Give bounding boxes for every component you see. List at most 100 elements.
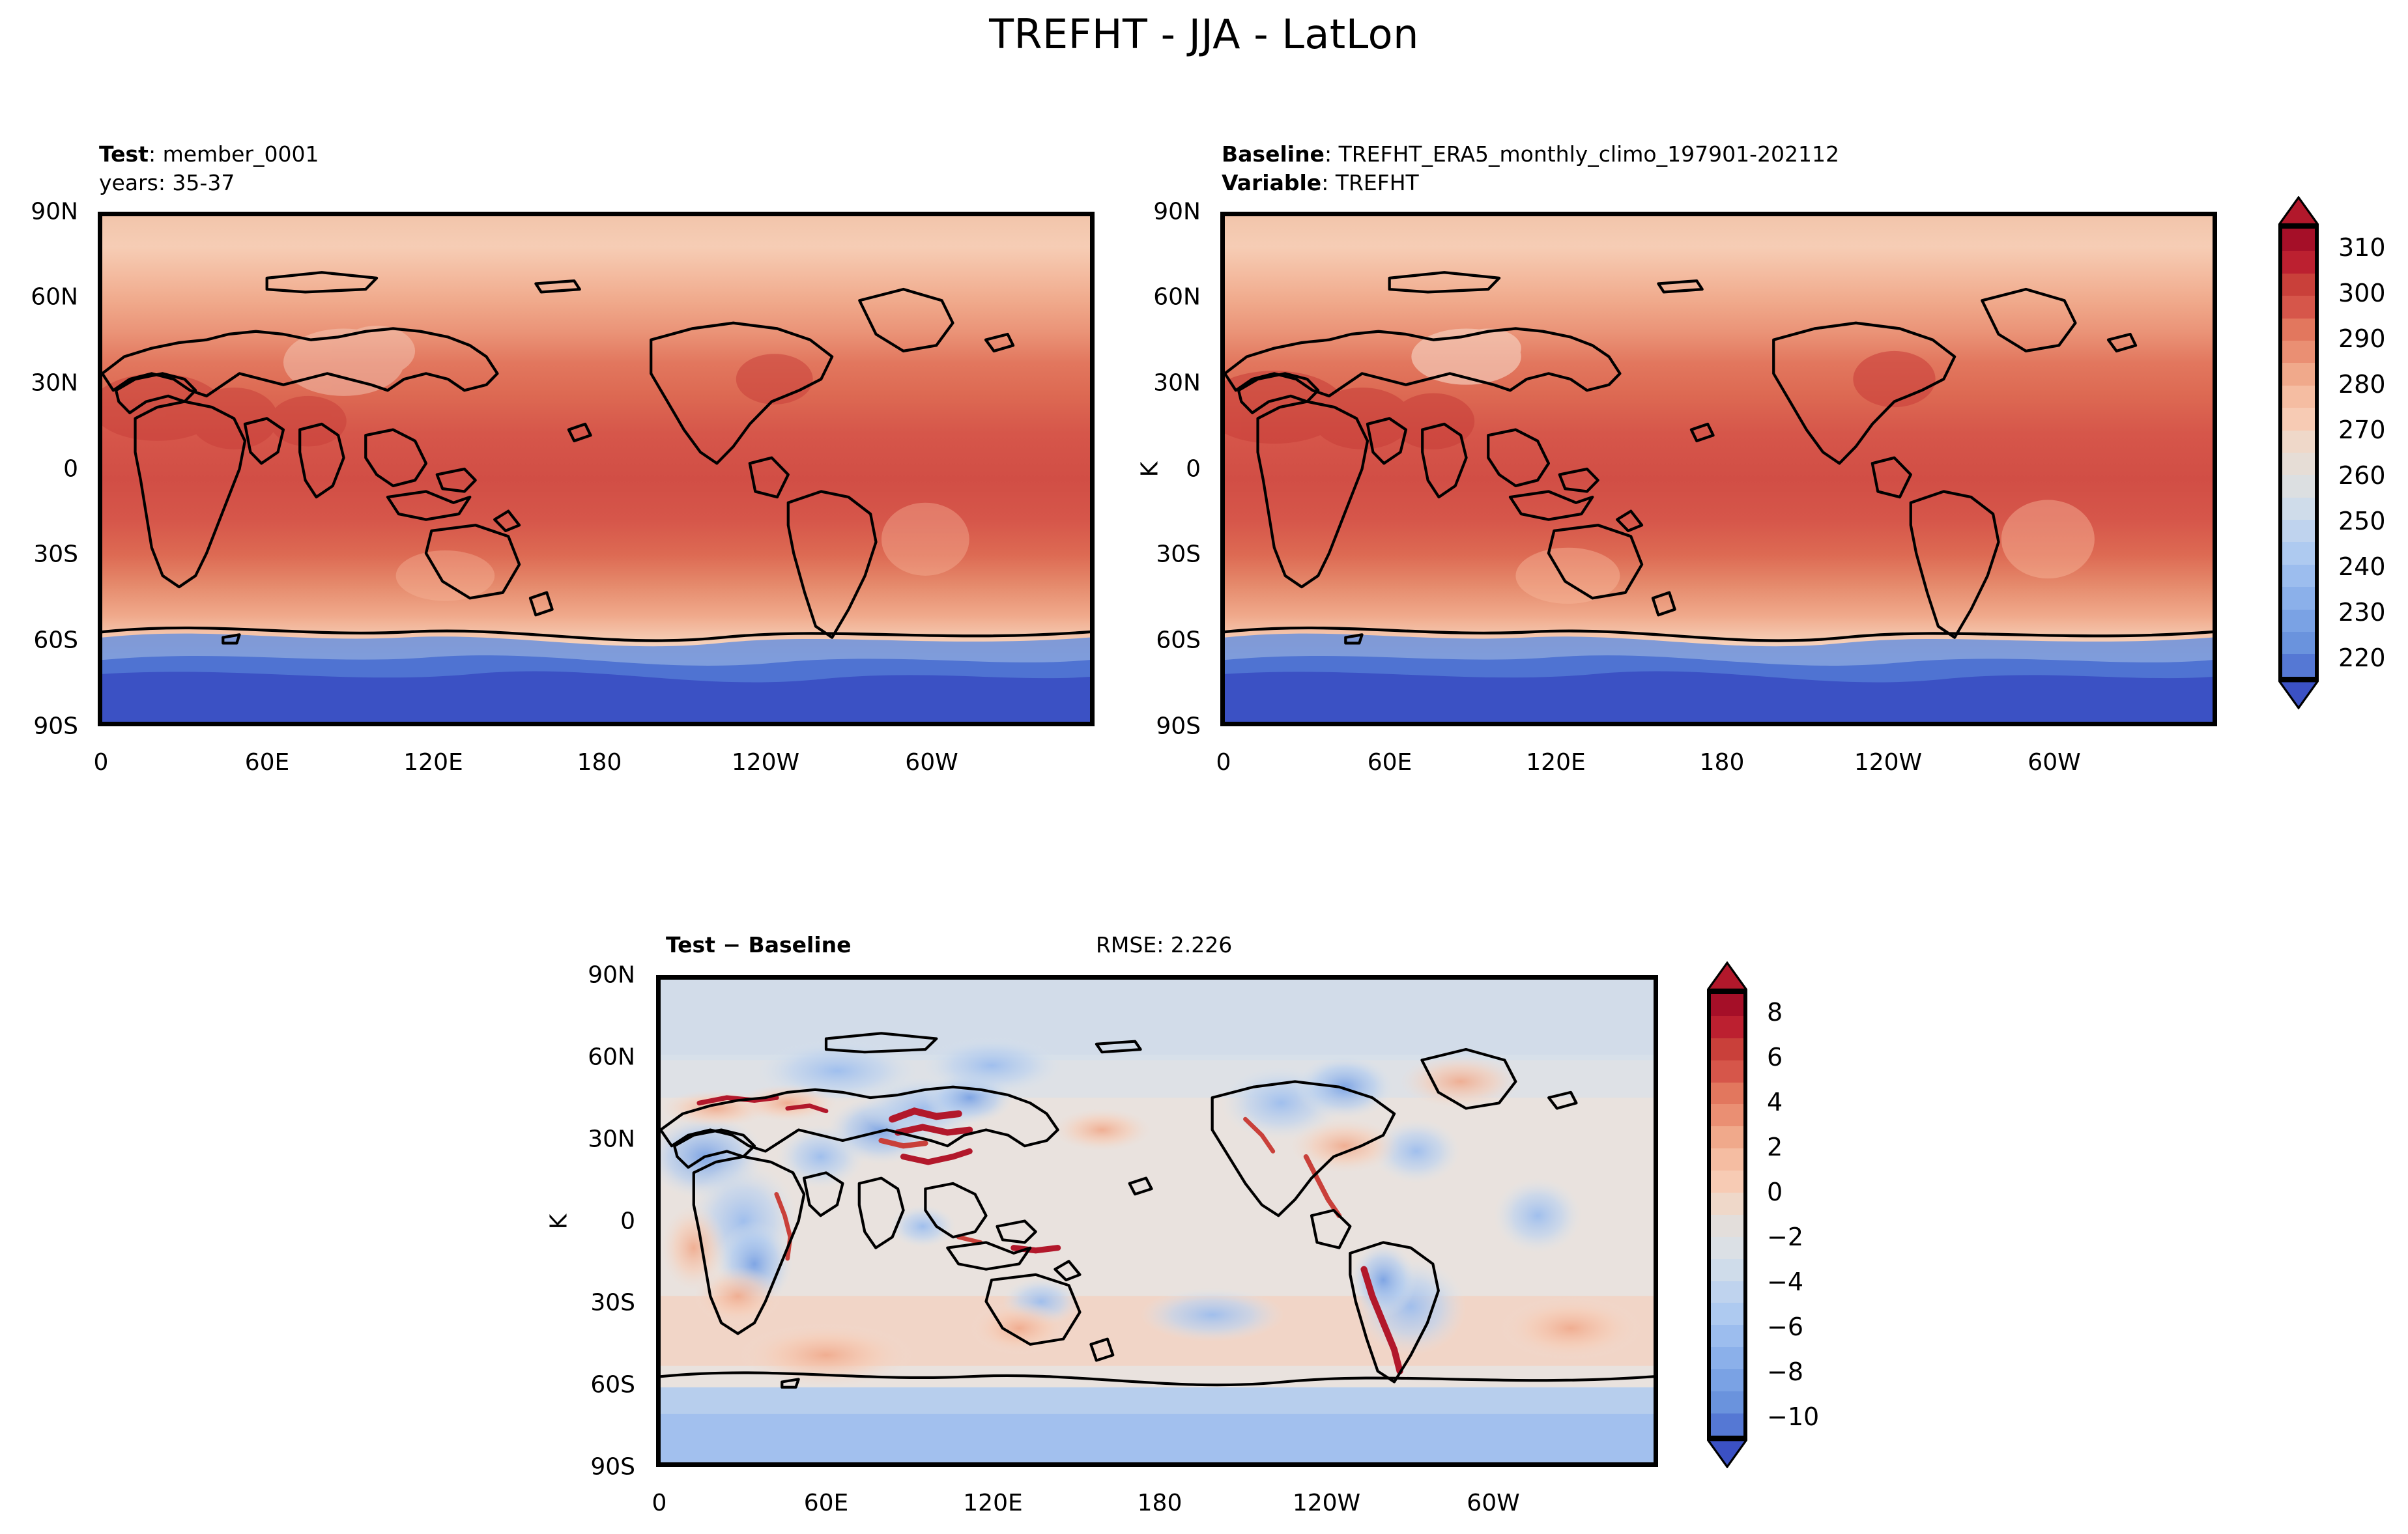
test-ytick-0: 90N bbox=[31, 198, 78, 225]
cbar-band bbox=[1711, 1391, 1743, 1413]
test-map-frame[interactable] bbox=[98, 212, 1095, 726]
test-xtick-4: 120W bbox=[731, 749, 800, 776]
cbar-band bbox=[1711, 1347, 1743, 1370]
cbar-abs-tick-0: 310 bbox=[2338, 233, 2386, 262]
difference-map-frame[interactable] bbox=[656, 975, 1658, 1467]
cbar-band bbox=[1711, 994, 1743, 1016]
test-xtick-3: 180 bbox=[577, 749, 622, 776]
cbar-diff-tick-4: 0 bbox=[1767, 1178, 1783, 1206]
difference-ytick-5: 60S bbox=[590, 1371, 635, 1399]
baseline-ytick-1: 60N bbox=[1153, 283, 1201, 311]
cbar-band bbox=[1711, 1236, 1743, 1259]
cbar-band bbox=[2282, 430, 2315, 453]
colorbar-extend-max-icon bbox=[2278, 196, 2396, 226]
difference-ytick-0: 90N bbox=[588, 961, 635, 989]
baseline-xtick-0: 0 bbox=[1216, 749, 1231, 776]
cbar-band bbox=[1711, 1325, 1743, 1348]
baseline-label-value: TREFHT_ERA5_monthly_climo_197901-202112 bbox=[1338, 141, 1839, 167]
cbar-band bbox=[1711, 1193, 1743, 1215]
difference-rmse: RMSE: 2.226 bbox=[1096, 932, 1233, 958]
colorbar-absolute-ticks: 310 300 290 280 270 260 250 240 230 220 bbox=[2278, 225, 2396, 720]
cbar-band bbox=[1711, 1214, 1743, 1237]
colorbar-difference-ticks: 8 6 4 2 0 −2 −4 −6 −8 −10 bbox=[1707, 990, 1837, 1472]
cbar-band bbox=[1711, 1369, 1743, 1392]
colorbar-difference[interactable]: 8 6 4 2 0 −2 −4 −6 −8 −10 bbox=[1707, 961, 1837, 1472]
cbar-band bbox=[2282, 542, 2315, 565]
test-ytick-1: 60N bbox=[31, 283, 78, 311]
cbar-band bbox=[1711, 1060, 1743, 1083]
cbar-band bbox=[1711, 1082, 1743, 1105]
cbar-band bbox=[2282, 632, 2315, 655]
cbar-band bbox=[2282, 340, 2315, 363]
baseline-label-sep: : bbox=[1324, 141, 1332, 167]
difference-ytick-3: 0 bbox=[620, 1208, 635, 1235]
cbar-band bbox=[1711, 1104, 1743, 1127]
cbar-band bbox=[2282, 654, 2315, 677]
cbar-band bbox=[2282, 251, 2315, 274]
cbar-diff-tick-7: −6 bbox=[1767, 1313, 1804, 1341]
baseline-ytick-6: 90S bbox=[1156, 713, 1201, 740]
cbar-diff-tick-3: 2 bbox=[1767, 1133, 1783, 1161]
test-ytick-3: 0 bbox=[63, 455, 78, 483]
baseline-ytick-4: 30S bbox=[1156, 541, 1201, 568]
test-ytick-6: 90S bbox=[33, 713, 78, 740]
colorbar-absolute[interactable]: 310 300 290 280 270 260 250 240 230 220 bbox=[2278, 196, 2396, 720]
cbar-abs-tick-7: 240 bbox=[2338, 552, 2386, 581]
baseline-ytick-5: 60S bbox=[1156, 627, 1201, 654]
cbar-abs-tick-8: 230 bbox=[2338, 598, 2386, 627]
difference-label: Test − Baseline bbox=[666, 932, 852, 958]
cbar-band bbox=[2282, 296, 2315, 319]
cbar-band bbox=[1711, 1148, 1743, 1171]
test-label-sep: : bbox=[148, 141, 156, 167]
baseline-label-key: Baseline bbox=[1222, 141, 1325, 167]
difference-xtick-1: 60E bbox=[803, 1490, 849, 1516]
colorbar-absolute-body bbox=[2278, 225, 2319, 681]
cbar-band bbox=[1711, 1303, 1743, 1326]
test-years: years: 35-37 bbox=[99, 170, 235, 195]
cbar-diff-tick-9: −10 bbox=[1767, 1402, 1820, 1431]
cbar-abs-tick-6: 250 bbox=[2338, 507, 2386, 535]
cbar-band bbox=[2282, 609, 2315, 632]
difference-xtick-5: 60W bbox=[1467, 1490, 1520, 1516]
cbar-abs-tick-9: 220 bbox=[2338, 644, 2386, 672]
test-xtick-2: 120E bbox=[403, 749, 463, 776]
cbar-band bbox=[2282, 497, 2315, 520]
cbar-band bbox=[2282, 229, 2315, 251]
difference-map-canvas bbox=[661, 980, 1654, 1462]
baseline-xtick-1: 60E bbox=[1367, 749, 1412, 776]
colorbar-diff-extend-max-icon bbox=[1707, 961, 1837, 991]
figure-title: TREFHT - JJA - LatLon bbox=[989, 10, 1419, 58]
difference-ytick-4: 30S bbox=[590, 1289, 635, 1316]
cbar-abs-tick-4: 270 bbox=[2338, 416, 2386, 444]
cbar-band bbox=[1711, 1413, 1743, 1436]
cbar-band bbox=[2282, 452, 2315, 476]
cbar-abs-tick-2: 290 bbox=[2338, 324, 2386, 353]
baseline-variable-key: Variable bbox=[1222, 170, 1322, 195]
baseline-map-frame[interactable] bbox=[1220, 212, 2217, 726]
cbar-abs-tick-1: 300 bbox=[2338, 279, 2386, 307]
test-ytick-2: 30N bbox=[31, 369, 78, 397]
baseline-xtick-4: 120W bbox=[1854, 749, 1923, 776]
baseline-ytick-3: 0 bbox=[1186, 455, 1201, 483]
difference-ytick-2: 30N bbox=[588, 1126, 635, 1153]
test-xtick-0: 0 bbox=[93, 749, 109, 776]
difference-xtick-2: 120E bbox=[963, 1490, 1023, 1516]
cbar-abs-tick-5: 260 bbox=[2338, 461, 2386, 490]
baseline-variable: Variable: TREFHT bbox=[1222, 168, 1419, 198]
baseline-ytick-0: 90N bbox=[1153, 198, 1201, 225]
baseline-xtick-2: 120E bbox=[1526, 749, 1586, 776]
cbar-diff-tick-8: −8 bbox=[1767, 1357, 1804, 1386]
test-xtick-5: 60W bbox=[905, 749, 958, 776]
cbar-band bbox=[2282, 318, 2315, 341]
cbar-band bbox=[2282, 587, 2315, 610]
cbar-band bbox=[1711, 1038, 1743, 1060]
cbar-band bbox=[1711, 1126, 1743, 1149]
cbar-band bbox=[2282, 408, 2315, 431]
difference-ytick-1: 60N bbox=[588, 1044, 635, 1071]
baseline-xtick-5: 60W bbox=[2028, 749, 2081, 776]
colorbar-extend-min-icon bbox=[2278, 679, 2396, 709]
cbar-band bbox=[2282, 475, 2315, 498]
baseline-label: Baseline: TREFHT_ERA5_monthly_climo_1979… bbox=[1222, 139, 1839, 169]
test-label-value: member_0001 bbox=[162, 141, 319, 167]
test-ytick-4: 30S bbox=[33, 541, 78, 568]
